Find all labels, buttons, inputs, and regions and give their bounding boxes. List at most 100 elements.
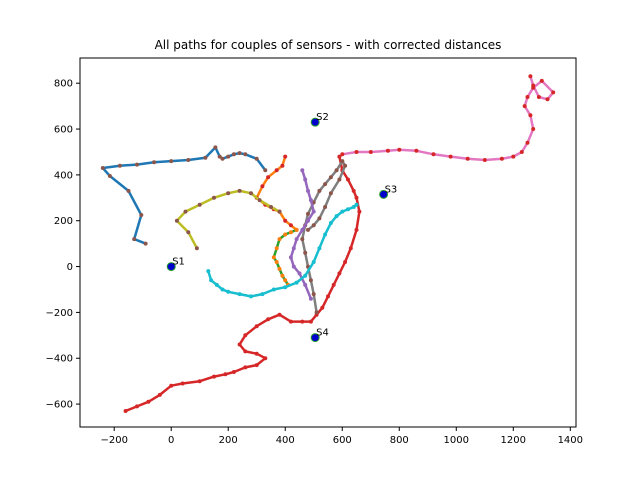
data-point [135,162,139,167]
plot-frame [79,57,577,428]
data-point [331,282,336,287]
data-point [528,74,533,79]
data-point [183,209,188,214]
x-tick-label: 800 [390,435,409,446]
data-point [306,218,310,223]
sensor-marker [310,117,320,127]
data-point [254,363,259,368]
x-tick-label: 200 [219,435,238,446]
sensor-label: S1 [172,257,185,268]
data-point [277,266,282,271]
data-point [288,230,293,235]
y-tick-label: 400 [54,170,73,181]
data-point [536,95,541,99]
series-3 [174,188,282,251]
data-point [283,285,288,290]
data-point [288,319,293,324]
data-point [291,246,296,251]
data-point [297,271,302,276]
data-point [368,150,373,154]
data-point [203,155,208,160]
data-point [266,175,271,180]
data-point [448,154,453,159]
data-point [323,205,328,209]
series-line-4 [125,156,361,413]
data-point [243,333,248,338]
data-point [274,168,279,173]
data-point [126,188,131,193]
data-point [123,409,128,413]
data-point [271,255,276,260]
data-point [311,209,316,214]
data-point [323,182,328,187]
data-point [277,237,282,242]
data-point [254,324,259,329]
data-point [311,223,316,228]
data-point [308,319,313,324]
data-point [522,104,527,109]
data-point [525,140,530,145]
series-4 [123,154,362,413]
data-point [237,292,242,297]
data-point [217,154,222,159]
data-point [531,83,536,88]
data-point [280,273,285,278]
y-axis: −600 −400 −200 0 200 400 600 800 [46,79,80,411]
data-point [288,223,293,228]
data-point [306,227,310,232]
sensor-label: S4 [316,328,329,339]
data-point [243,365,248,370]
data-point [266,317,271,322]
data-point [308,278,313,283]
data-point [249,191,253,196]
data-point [243,349,248,354]
data-point [306,188,310,193]
data-point [288,255,293,260]
data-point [308,296,313,301]
data-point [328,221,333,225]
data-point [237,151,242,156]
data-point [132,237,137,242]
x-tick-label: 600 [333,435,352,446]
data-point [511,154,516,159]
data-point [249,294,253,299]
data-point [274,246,279,251]
data-point [334,168,339,173]
data-point [551,90,556,95]
data-point [283,278,288,283]
data-point [354,227,359,232]
data-point [146,399,151,404]
data-point [220,287,225,292]
data-point [545,97,550,102]
data-point [300,237,305,242]
chart-title: All paths for couples of sensors - with … [155,38,502,52]
data-point [300,168,305,173]
data-point [237,188,242,193]
data-point [197,379,202,384]
data-point [237,342,242,347]
series-2 [271,227,299,287]
data-point [337,154,342,159]
data-point [226,191,231,196]
data-point [308,198,313,203]
data-point [465,156,470,161]
data-point [254,351,259,356]
x-tick-label: 400 [276,435,295,446]
data-point [157,392,162,397]
data-point [277,209,282,214]
data-point [348,246,353,251]
data-point [306,211,310,216]
data-point [283,218,288,223]
y-tick-label: 0 [67,262,73,273]
x-axis: −200 0 200 400 600 800 1000 1200 1400 [100,427,583,446]
data-point [213,145,218,150]
y-tick-label: 800 [54,79,73,90]
data-point [212,374,216,379]
data-point [340,159,345,164]
x-tick-label: 0 [168,435,174,446]
data-point [212,195,216,200]
x-tick-label: −200 [100,435,127,446]
data-point [346,207,350,212]
data-point [294,227,299,232]
y-tick-label: −600 [46,400,73,411]
